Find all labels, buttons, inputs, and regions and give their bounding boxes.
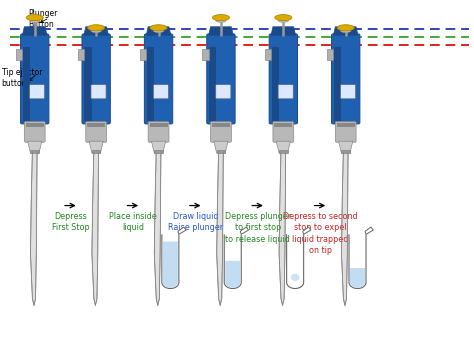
- Bar: [279, 150, 288, 153]
- Polygon shape: [155, 152, 161, 305]
- Ellipse shape: [26, 15, 43, 21]
- Bar: [23, 47, 30, 121]
- Polygon shape: [163, 241, 178, 288]
- Ellipse shape: [291, 274, 300, 281]
- Polygon shape: [350, 268, 365, 288]
- Bar: [155, 150, 163, 153]
- Bar: [140, 49, 146, 60]
- Polygon shape: [341, 152, 348, 305]
- Bar: [274, 123, 292, 127]
- Text: Plunger
Button: Plunger Button: [28, 9, 57, 29]
- FancyBboxPatch shape: [335, 122, 356, 142]
- FancyBboxPatch shape: [216, 85, 231, 99]
- Polygon shape: [214, 141, 228, 153]
- Polygon shape: [217, 152, 223, 305]
- Ellipse shape: [340, 29, 351, 33]
- Bar: [217, 150, 225, 153]
- Ellipse shape: [216, 19, 226, 22]
- FancyBboxPatch shape: [91, 85, 106, 99]
- Bar: [327, 49, 333, 60]
- Polygon shape: [22, 27, 47, 35]
- Polygon shape: [224, 234, 241, 289]
- Ellipse shape: [150, 25, 167, 31]
- Polygon shape: [303, 227, 311, 234]
- FancyBboxPatch shape: [29, 85, 45, 99]
- Polygon shape: [287, 234, 304, 289]
- Ellipse shape: [212, 15, 229, 21]
- Bar: [150, 123, 167, 127]
- Ellipse shape: [154, 29, 164, 33]
- Bar: [212, 123, 230, 127]
- Text: Tip ejector
button: Tip ejector button: [1, 68, 42, 88]
- FancyBboxPatch shape: [278, 85, 293, 99]
- FancyBboxPatch shape: [340, 85, 356, 99]
- Text: Place inside
liquid: Place inside liquid: [109, 212, 157, 233]
- Polygon shape: [27, 141, 42, 153]
- FancyBboxPatch shape: [331, 34, 360, 124]
- Polygon shape: [240, 227, 248, 234]
- Text: Depress
First Stop: Depress First Stop: [52, 212, 90, 233]
- Polygon shape: [89, 141, 103, 153]
- Bar: [272, 47, 279, 121]
- Ellipse shape: [337, 25, 354, 31]
- Bar: [337, 123, 355, 127]
- Bar: [26, 123, 44, 127]
- Bar: [202, 49, 209, 60]
- Polygon shape: [271, 27, 296, 35]
- Polygon shape: [333, 27, 358, 35]
- Polygon shape: [279, 152, 286, 305]
- Polygon shape: [30, 152, 37, 305]
- FancyBboxPatch shape: [24, 122, 45, 142]
- FancyBboxPatch shape: [145, 34, 173, 124]
- FancyBboxPatch shape: [210, 122, 231, 142]
- Polygon shape: [178, 227, 186, 234]
- Bar: [84, 47, 92, 121]
- Bar: [341, 150, 350, 153]
- Polygon shape: [276, 141, 291, 153]
- Ellipse shape: [91, 29, 101, 33]
- Bar: [147, 47, 154, 121]
- Ellipse shape: [29, 19, 40, 22]
- Bar: [87, 123, 105, 127]
- FancyBboxPatch shape: [273, 122, 294, 142]
- Polygon shape: [92, 152, 99, 305]
- Polygon shape: [146, 27, 171, 35]
- Bar: [209, 47, 217, 121]
- FancyBboxPatch shape: [86, 122, 107, 142]
- Text: Depress plunger
to first stop
to release liquid: Depress plunger to first stop to release…: [225, 212, 291, 243]
- Polygon shape: [84, 27, 109, 35]
- Bar: [30, 150, 39, 153]
- Text: Depress to second
stop to expel
liquid trapped
on tip: Depress to second stop to expel liquid t…: [283, 212, 357, 255]
- Text: Draw liquid
Raise plunger: Draw liquid Raise plunger: [168, 212, 223, 233]
- Bar: [334, 47, 341, 121]
- FancyBboxPatch shape: [148, 122, 169, 142]
- Ellipse shape: [88, 25, 105, 31]
- FancyBboxPatch shape: [82, 34, 110, 124]
- FancyBboxPatch shape: [20, 34, 49, 124]
- Polygon shape: [225, 261, 240, 288]
- Polygon shape: [152, 141, 165, 153]
- Ellipse shape: [278, 19, 289, 22]
- Bar: [16, 49, 22, 60]
- Bar: [265, 49, 271, 60]
- Bar: [92, 150, 100, 153]
- Bar: [78, 49, 84, 60]
- Ellipse shape: [275, 15, 292, 21]
- Polygon shape: [365, 227, 374, 234]
- FancyBboxPatch shape: [269, 34, 298, 124]
- Polygon shape: [209, 27, 233, 35]
- Polygon shape: [349, 234, 366, 289]
- Polygon shape: [338, 141, 353, 153]
- FancyBboxPatch shape: [154, 85, 168, 99]
- Polygon shape: [162, 234, 179, 289]
- FancyBboxPatch shape: [207, 34, 235, 124]
